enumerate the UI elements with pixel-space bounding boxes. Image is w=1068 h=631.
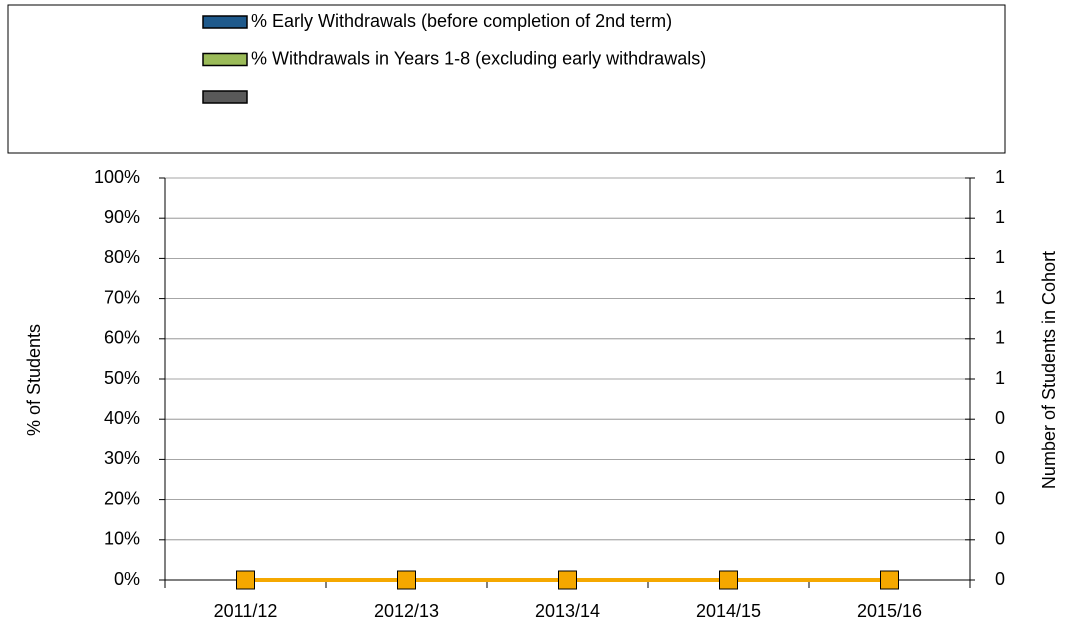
- marker: [558, 570, 577, 590]
- marker: [236, 570, 255, 590]
- y2-tick-label: 1: [995, 247, 1005, 267]
- marker: [719, 570, 738, 590]
- y2-tick-label: 0: [995, 448, 1005, 468]
- x-tick-label: 2011/12: [214, 601, 278, 621]
- y-axis-label: % of Students: [24, 324, 44, 436]
- y2-tick-label: 1: [995, 328, 1005, 348]
- legend-label: % Early Withdrawals (before completion o…: [251, 11, 672, 31]
- y-tick-label: 40%: [104, 408, 140, 428]
- legend-swatch: [202, 15, 248, 29]
- y2-tick-label: 1: [995, 368, 1005, 388]
- legend-swatch: [202, 52, 248, 67]
- y-tick-label: 50%: [104, 368, 140, 388]
- y-tick-label: 60%: [104, 328, 140, 348]
- x-tick-label: 2014/15: [696, 601, 761, 621]
- legend-label: % Withdrawals in Years 1-8 (excluding ea…: [251, 48, 706, 68]
- legend-box: [7, 4, 1006, 154]
- y2-axis-label: Number of Students in Cohort: [1039, 251, 1059, 489]
- y2-tick-label: 1: [995, 167, 1005, 187]
- y-tick-label: 0%: [114, 569, 140, 589]
- y2-tick-label: 0: [995, 488, 1005, 508]
- x-tick-label: 2013/14: [535, 601, 600, 621]
- y2-tick-label: 1: [995, 207, 1005, 227]
- y-tick-label: 90%: [104, 207, 140, 227]
- marker: [880, 570, 899, 590]
- x-tick-label: 2015/16: [857, 601, 922, 621]
- x-tick-label: 2012/13: [374, 601, 439, 621]
- y-tick-label: 30%: [104, 448, 140, 468]
- y-tick-label: 10%: [104, 529, 140, 549]
- y-tick-label: 80%: [104, 247, 140, 267]
- y2-tick-label: 0: [995, 408, 1005, 428]
- legend-swatch: [202, 90, 248, 104]
- marker: [397, 570, 416, 590]
- y2-tick-label: 1: [995, 287, 1005, 307]
- y2-tick-label: 0: [995, 529, 1005, 549]
- y-tick-label: 100%: [94, 167, 140, 187]
- y-tick-label: 20%: [104, 488, 140, 508]
- y-tick-label: 70%: [104, 287, 140, 307]
- y2-tick-label: 0: [995, 569, 1005, 589]
